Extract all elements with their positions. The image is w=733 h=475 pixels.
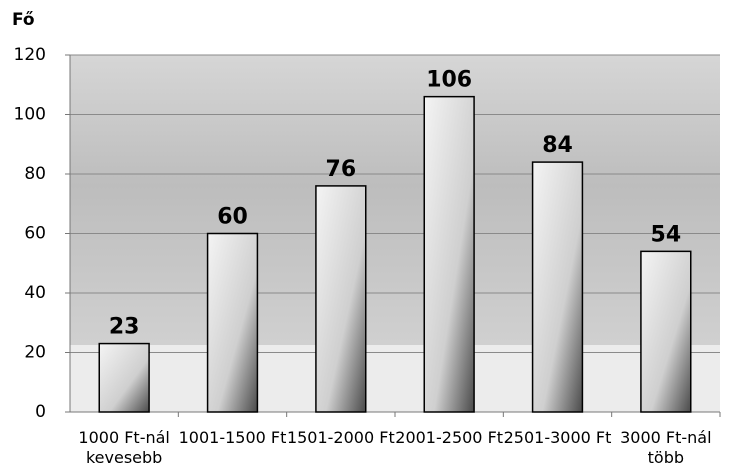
bar — [641, 251, 691, 412]
bar — [533, 162, 583, 412]
chart: Fő 0 20 40 60 80 100 120 23 60 76 106 84 54 — [0, 0, 733, 475]
x-tick-label: 2001-2500 Ft — [395, 428, 503, 448]
x-tick-label: 1000 Ft-nál kevesebb — [70, 428, 178, 468]
value-label: 106 — [426, 68, 472, 93]
y-tick-label: 0 — [35, 402, 46, 422]
y-tick-label: 60 — [24, 224, 46, 244]
value-label: 76 — [326, 157, 357, 182]
value-label: 60 — [217, 205, 248, 230]
chart-page: Fő 0 20 40 60 80 100 120 23 60 76 106 84 54 1000 Ft-… — [0, 0, 733, 475]
y-tick-label: 100 — [14, 105, 46, 125]
y-axis-label: Fő — [12, 10, 35, 30]
background-photo — [70, 55, 720, 345]
background-photo — [70, 345, 720, 412]
x-tick-label: 1501-2000 Ft — [287, 428, 395, 448]
y-tick-label: 80 — [24, 164, 46, 184]
value-label: 54 — [651, 222, 682, 247]
x-tick-label: 1001-1500 Ft — [179, 428, 287, 448]
bar — [316, 186, 366, 412]
x-tick-label: 2501-3000 Ft — [504, 428, 612, 448]
y-tick-label: 20 — [24, 343, 46, 363]
y-tick-label: 120 — [14, 45, 46, 65]
x-tick-label: 3000 Ft-nál több — [612, 428, 720, 468]
bar — [99, 344, 149, 412]
value-label: 84 — [542, 133, 573, 158]
bar — [208, 234, 258, 413]
value-label: 23 — [109, 315, 140, 340]
y-tick-label: 40 — [24, 283, 46, 303]
bar — [424, 97, 474, 412]
